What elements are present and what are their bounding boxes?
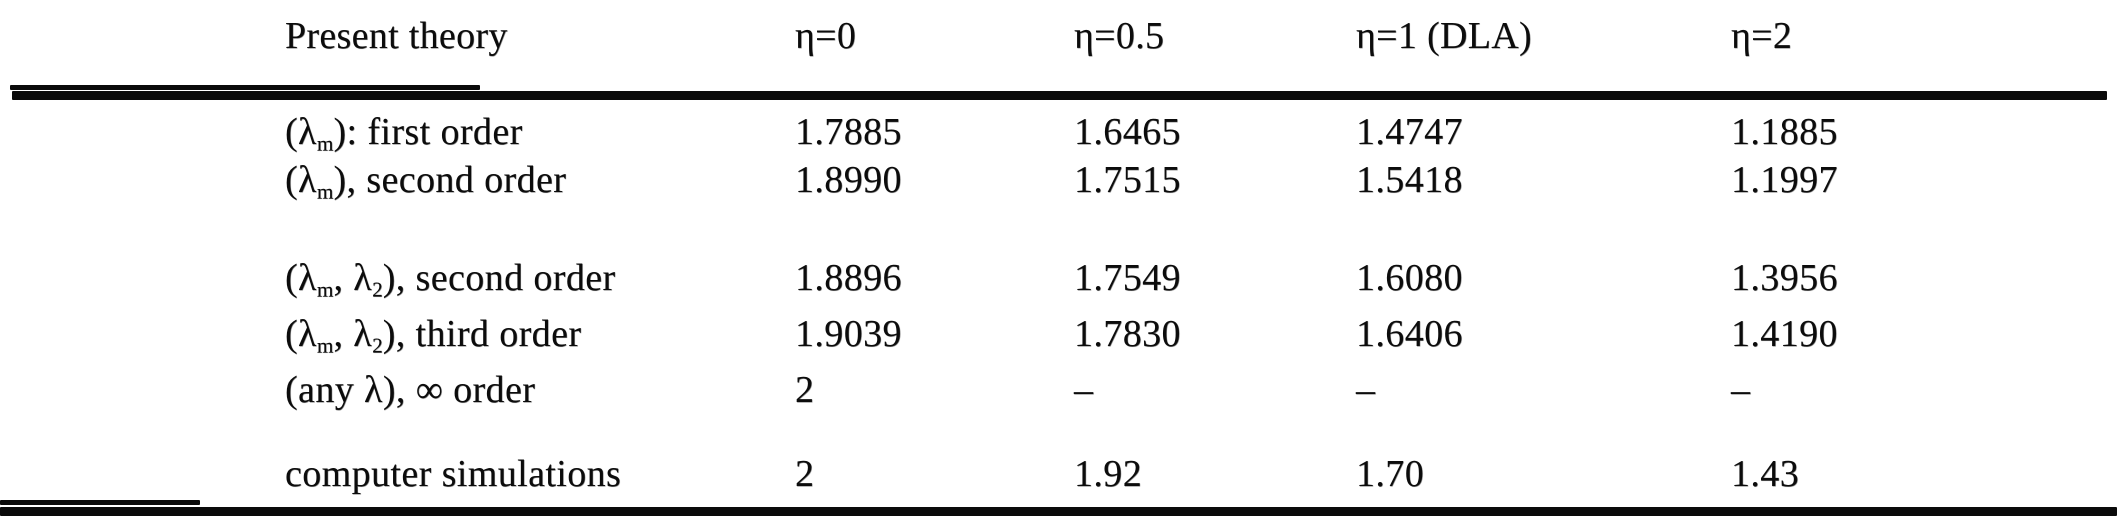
value-cell: 1.7885 (795, 111, 902, 153)
value-cell: 1.3956 (1731, 257, 1838, 299)
value-cell: 1.70 (1356, 453, 1425, 495)
value-cell: 1.1997 (1731, 159, 1838, 201)
column-header-eta-2: η=2 (1731, 15, 1793, 57)
value-cell: 1.4747 (1356, 111, 1463, 153)
value-cell: 1.1885 (1731, 111, 1838, 153)
table-row: (λm), second order 1.8990 1.7515 1.5418 … (0, 158, 2117, 204)
row-label: (λm, λ2), third order (285, 313, 582, 358)
value-cell: 1.4190 (1731, 313, 1838, 355)
lambda-subscript: 2 (372, 333, 383, 358)
value-cell: 1.92 (1074, 453, 1143, 495)
value-cell: 1.7549 (1074, 257, 1181, 299)
lambda-subscript: 2 (372, 277, 383, 302)
column-header-eta-0: η=0 (795, 15, 857, 57)
table-row: (any λ), ∞ order 2 – – – (0, 368, 2117, 414)
column-header-eta-1-dla: η=1 (DLA) (1356, 15, 1532, 57)
value-cell: 1.8990 (795, 159, 902, 201)
bottom-rule (0, 507, 2117, 516)
value-cell: 1.6406 (1356, 313, 1463, 355)
column-header-present-theory: Present theory (285, 15, 508, 57)
row-label: (any λ), ∞ order (285, 369, 536, 411)
value-cell: 1.6465 (1074, 111, 1181, 153)
value-cell: 1.6080 (1356, 257, 1463, 299)
value-cell: 1.7515 (1074, 159, 1181, 201)
value-cell: 1.5418 (1356, 159, 1463, 201)
value-cell: – (1356, 369, 1376, 411)
lambda-subscript: m (316, 131, 334, 156)
row-label: (λm), second order (285, 159, 567, 204)
top-rule (12, 91, 2107, 100)
row-label: (λm, λ2), second order (285, 257, 616, 302)
value-cell: 2 (795, 369, 815, 411)
value-cell: 1.8896 (795, 257, 902, 299)
top-rule-overlap-segment (10, 85, 480, 90)
table-header-row: Present theory η=0 η=0.5 η=1 (DLA) η=2 (0, 14, 2117, 58)
row-label: (λm): first order (285, 111, 523, 156)
table-row: (λm, λ2), third order 1.9039 1.7830 1.64… (0, 312, 2117, 358)
lambda-subscript: m (316, 277, 334, 302)
value-cell: 1.43 (1731, 453, 1800, 495)
lambda-subscript: m (316, 179, 334, 204)
value-cell: 2 (795, 453, 815, 495)
value-cell: – (1074, 369, 1094, 411)
value-cell: – (1731, 369, 1751, 411)
table-row: (λm): first order 1.7885 1.6465 1.4747 1… (0, 110, 2117, 156)
table-row: computer simulations 2 1.92 1.70 1.43 (0, 452, 2117, 498)
value-cell: 1.9039 (795, 313, 902, 355)
lambda-subscript: m (316, 333, 334, 358)
bottom-rule-overlap-segment (0, 500, 200, 505)
row-label: computer simulations (285, 453, 622, 495)
value-cell: 1.7830 (1074, 313, 1181, 355)
table-row: (λm, λ2), second order 1.8896 1.7549 1.6… (0, 256, 2117, 302)
column-header-eta-0-5: η=0.5 (1074, 15, 1165, 57)
